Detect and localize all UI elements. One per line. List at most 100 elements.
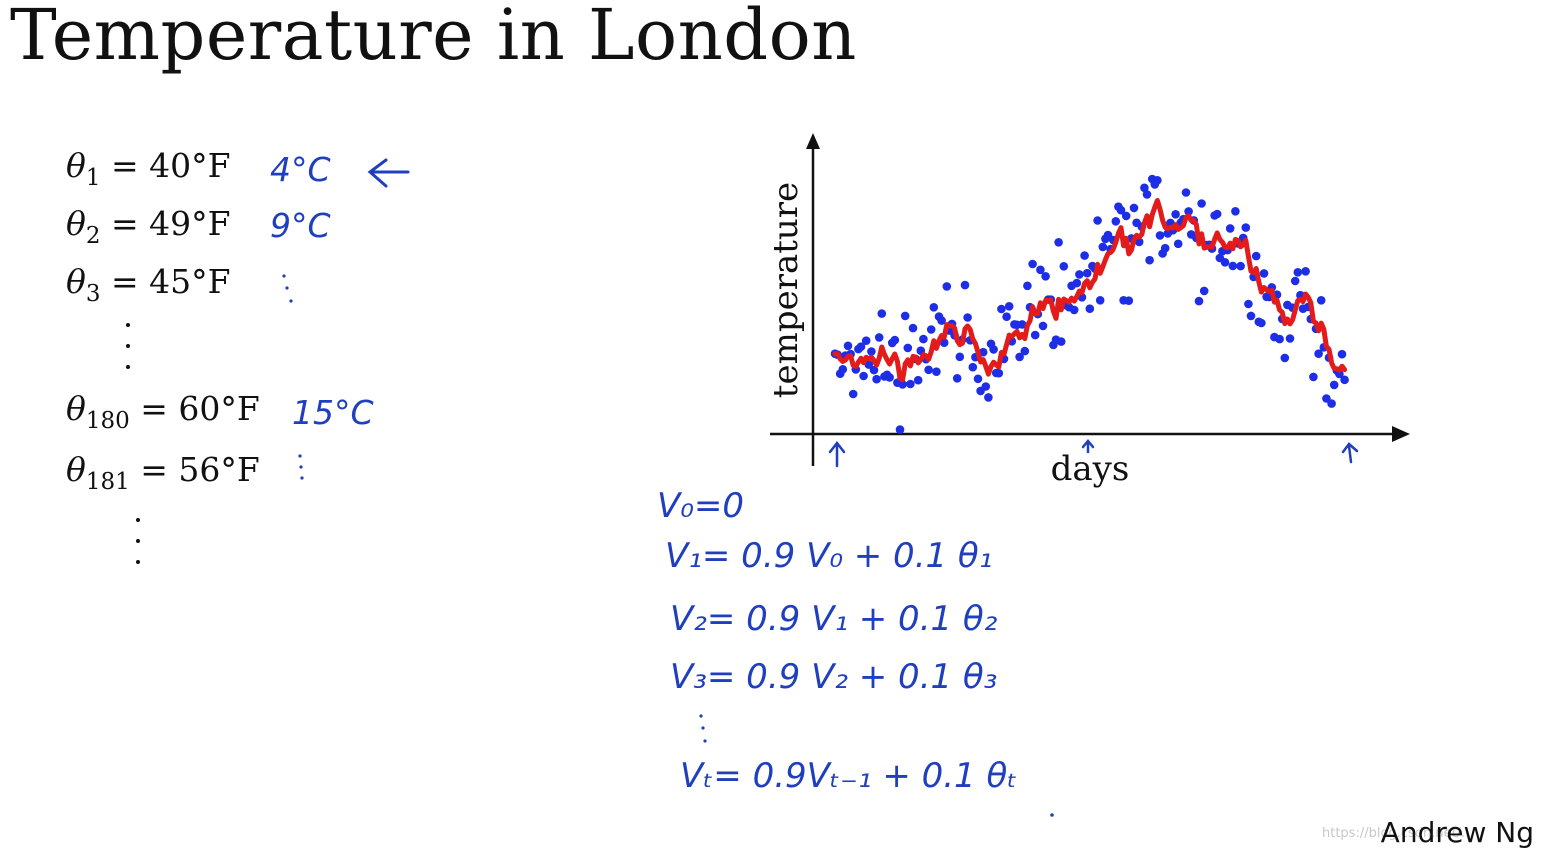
handwritten-dots	[282, 274, 1054, 817]
scatter-point	[1316, 296, 1326, 305]
chart-axes	[770, 133, 1410, 466]
scatter-point	[1017, 320, 1027, 329]
scatter-point	[1028, 259, 1037, 269]
scatter-point	[838, 365, 848, 374]
scatter-point	[1246, 311, 1256, 321]
left-arrow-icon	[367, 158, 410, 188]
day-marker-arrows	[828, 439, 1359, 468]
slide-title: Temperature in London	[10, 0, 857, 76]
scatter-points	[830, 174, 1349, 434]
scatter-point	[1059, 262, 1069, 271]
scatter-point	[848, 389, 858, 399]
scatter-point	[1004, 302, 1014, 311]
equation-theta1: θ1 = 40°F	[66, 146, 231, 191]
scatter-point	[963, 313, 972, 322]
handwritten-v2: V₂= 0.9 V₁ + 0.1 θ₂	[670, 599, 998, 639]
scatter-point	[1054, 238, 1063, 247]
scatter-point	[926, 325, 936, 334]
scatter-point	[843, 341, 853, 351]
scatter-point	[867, 347, 876, 356]
y-axis-label: temperature	[766, 182, 806, 398]
scatter-point	[955, 352, 965, 362]
scatter-point	[1121, 211, 1131, 221]
scatter-point	[1231, 207, 1240, 216]
scatter-point	[1160, 243, 1170, 253]
scatter-point	[1225, 224, 1235, 233]
scatter-point	[885, 373, 894, 382]
scatter-point	[1098, 242, 1108, 252]
scatter-point	[874, 333, 884, 342]
scatter-point	[1244, 299, 1253, 309]
scatter-point	[1155, 231, 1165, 240]
handwritten-v0: V₀=0	[657, 486, 745, 526]
vertical-dots	[136, 518, 140, 581]
scatter-point	[1038, 321, 1048, 331]
scatter-point	[1259, 269, 1269, 278]
scatter-point	[1236, 261, 1245, 271]
scatter-point	[859, 371, 868, 381]
handwritten-v1: V₁= 0.9 V₀ + 0.1 θ₁	[665, 536, 993, 576]
scatter-point	[1023, 281, 1032, 291]
scatter-point	[1116, 205, 1126, 215]
scatter-point	[1257, 318, 1266, 328]
scatter-point	[1080, 251, 1089, 260]
scatter-point	[1069, 305, 1079, 315]
scatter-point	[1327, 399, 1336, 408]
scatter-point	[973, 374, 983, 384]
equation-theta180: θ180 = 60°F	[66, 389, 260, 434]
equation-theta3: θ3 = 45°F	[66, 262, 231, 307]
scatter-point	[1129, 203, 1139, 213]
note-celsius-1: 4°C	[270, 150, 331, 189]
scatter-point	[1041, 272, 1050, 281]
scatter-point	[968, 362, 978, 372]
scatter-point	[903, 343, 913, 353]
scatter-point	[1072, 278, 1082, 288]
scatter-point	[895, 425, 905, 434]
scatter-point	[942, 282, 952, 291]
scatter-point	[877, 309, 887, 318]
scatter-point	[989, 345, 998, 354]
scatter-point	[869, 365, 879, 375]
scatter-point	[924, 365, 933, 375]
scatter-point	[1145, 255, 1154, 265]
scatter-point	[1275, 334, 1284, 344]
watermark: https://blog.csdn.net/...	[1322, 826, 1474, 841]
scatter-point	[1309, 372, 1318, 382]
note-celsius-2: 9°C	[270, 206, 331, 245]
scatter-point	[1290, 276, 1300, 286]
scatter-point	[1194, 296, 1204, 306]
scatter-point	[1337, 349, 1347, 359]
scatter-point	[1140, 183, 1149, 193]
scatter-point	[856, 342, 866, 352]
x-axis-label: days	[1051, 449, 1130, 489]
scatter-point	[1329, 380, 1339, 390]
scatter-point	[984, 393, 993, 402]
scatter-point	[1085, 304, 1095, 314]
equation-theta2: θ2 = 49°F	[66, 204, 231, 249]
scatter-point	[906, 379, 915, 389]
scatter-point	[960, 280, 970, 290]
scatter-point	[1293, 268, 1303, 277]
scatter-point	[1015, 352, 1024, 362]
scatter-point	[997, 304, 1006, 314]
scatter-point	[1036, 265, 1045, 275]
scatter-point	[1314, 349, 1323, 359]
scatter-point	[1181, 188, 1191, 197]
scatter-point	[861, 336, 871, 346]
handwritten-v3: V₃= 0.9 V₂ + 0.1 θ₃	[670, 657, 998, 697]
handwritten-vt: Vₜ= 0.9Vₜ₋₁ + 0.1 θₜ	[680, 756, 1018, 796]
scatter-point	[913, 375, 923, 385]
note-celsius-180: 15°C	[292, 393, 374, 432]
scatter-point	[1220, 258, 1230, 267]
scatter-point	[1184, 207, 1193, 216]
scatter-point	[1056, 337, 1066, 346]
scatter-point	[929, 303, 939, 312]
scatter-point	[908, 323, 918, 333]
scatter-point	[1199, 286, 1209, 296]
scatter-point	[1075, 270, 1084, 279]
equation-theta181: θ181 = 56°F	[66, 450, 260, 495]
scatter-point	[1134, 237, 1144, 247]
scatter-point	[1173, 239, 1183, 249]
scatter-point	[1030, 330, 1040, 340]
